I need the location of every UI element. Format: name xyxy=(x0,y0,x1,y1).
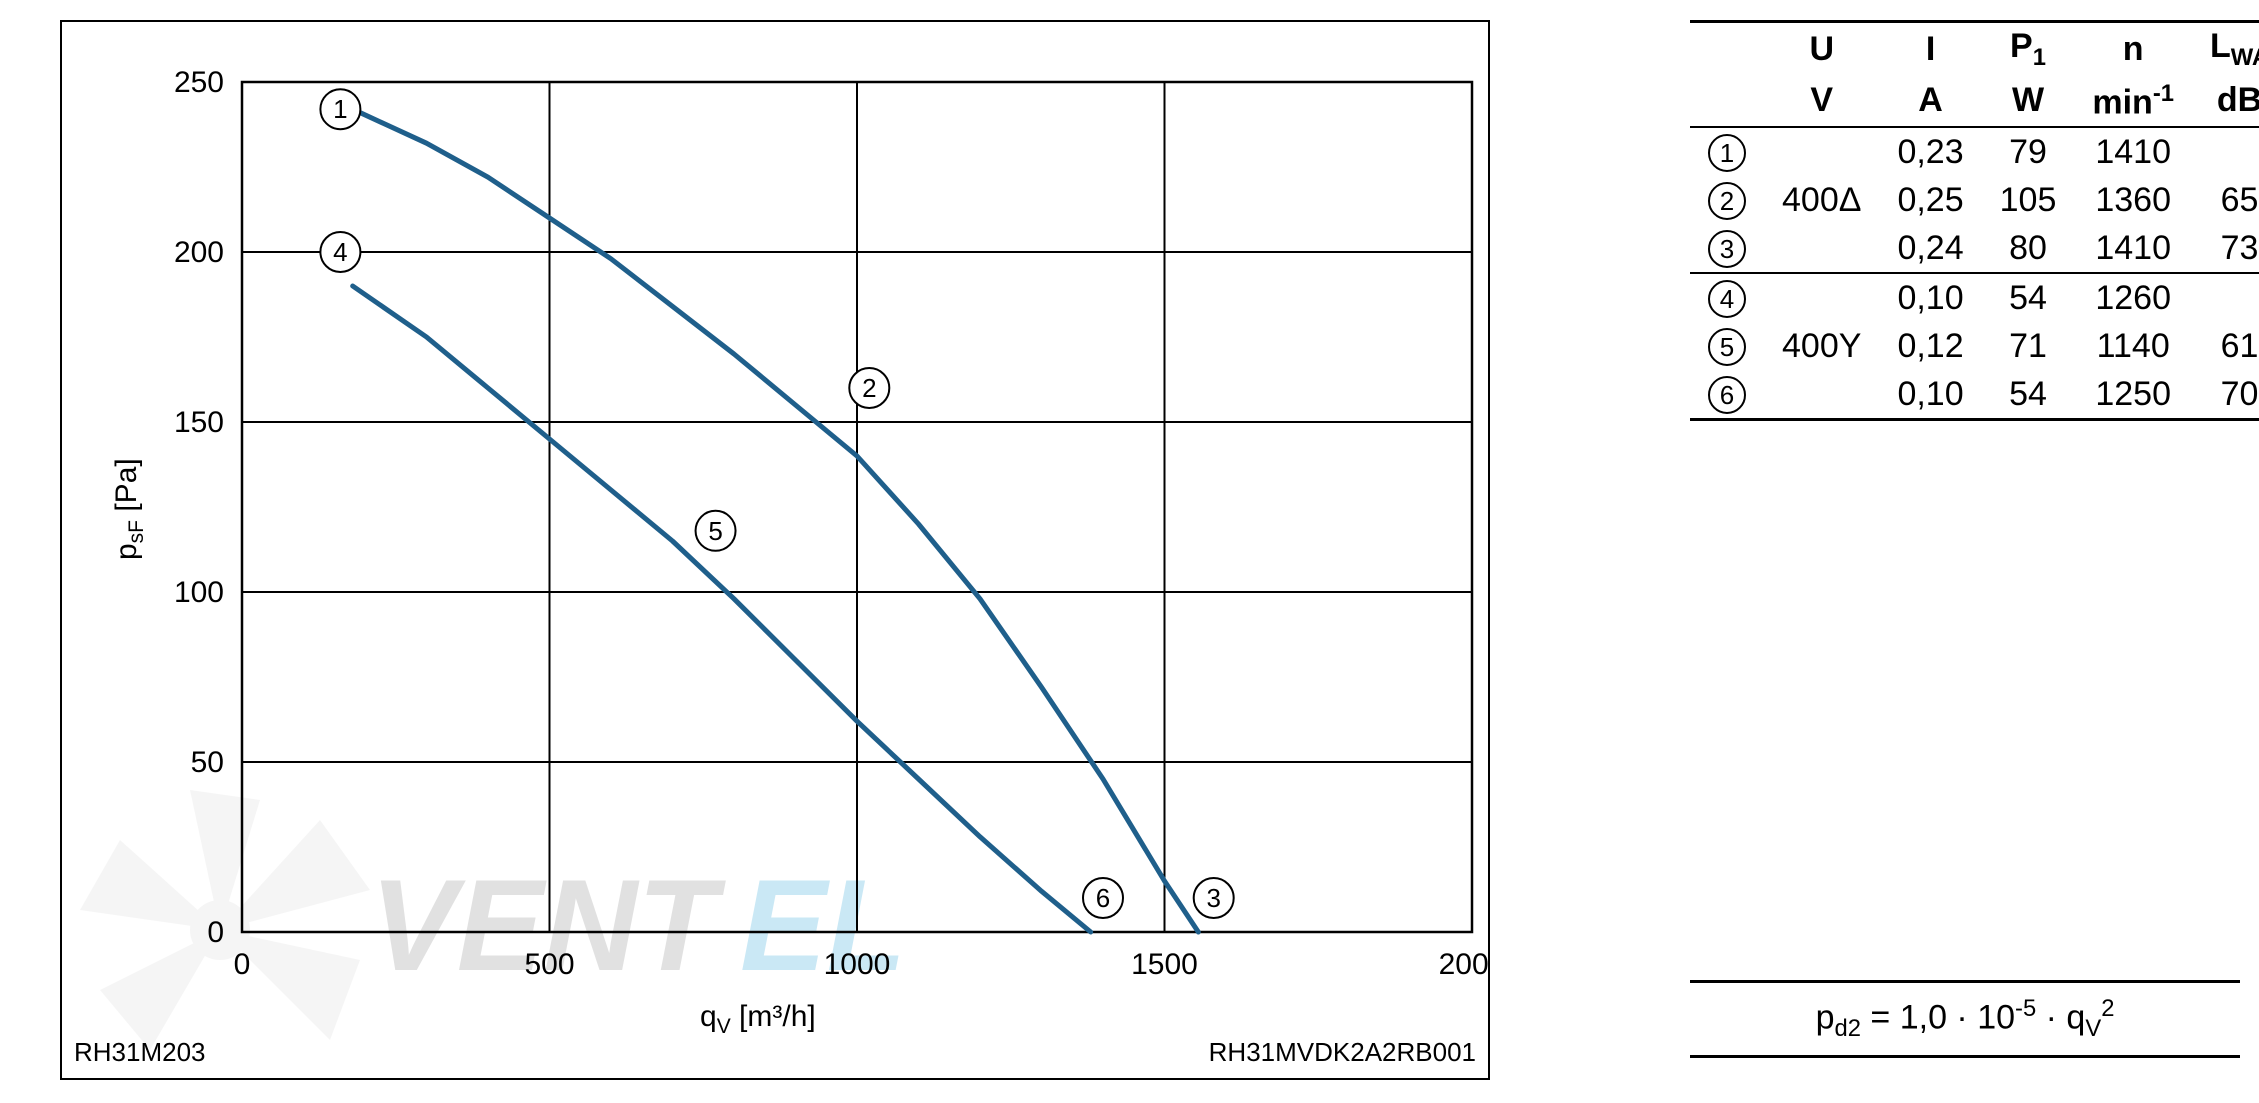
table-row: 5 400Y0,1271114061 xyxy=(1690,322,2259,370)
cell-I: 0,25 xyxy=(1879,176,1981,224)
table-row: 2 400Δ0,25105136065 xyxy=(1690,176,2259,224)
cell-n: 1140 xyxy=(2074,322,2192,370)
x-axis-label: qV [m³/h] xyxy=(700,1000,816,1039)
data-table: U I P1 n LWA V A W min-1 dB 10,237914102… xyxy=(1690,20,2259,421)
svg-text:500: 500 xyxy=(524,948,574,981)
cell-n: 1360 xyxy=(2074,176,2192,224)
svg-text:6: 6 xyxy=(1096,883,1110,913)
cell-LWA: 65 xyxy=(2192,176,2259,224)
table-row: 1 0,23791410 xyxy=(1690,127,2259,176)
formula-box: pd2 = 1,0 · 10-5 · qV2 xyxy=(1690,980,2240,1058)
svg-text:100: 100 xyxy=(174,576,224,609)
cell-I: 0,24 xyxy=(1879,224,1981,273)
svg-text:1: 1 xyxy=(333,94,347,124)
svg-text:250: 250 xyxy=(174,66,224,99)
chart-svg: 0 500 1000 1500 2000 0 50 100 150 200 250 1 2 3 4 5 6 xyxy=(62,22,1488,1078)
formula-sub1: d2 xyxy=(1834,1015,1860,1042)
svg-text:1000: 1000 xyxy=(824,948,891,981)
svg-text:2000: 2000 xyxy=(1439,948,1488,981)
formula-mid: · q xyxy=(2036,998,2085,1036)
cell-voltage xyxy=(1764,224,1879,273)
formula-eq: = 1,0 · 10 xyxy=(1861,998,2015,1036)
svg-text:150: 150 xyxy=(174,406,224,439)
th-V: V xyxy=(1764,76,1879,127)
cell-voltage: 400Y xyxy=(1764,322,1879,370)
cell-LWA xyxy=(2192,127,2259,176)
cell-I: 0,10 xyxy=(1879,370,1981,420)
svg-text:2: 2 xyxy=(862,373,876,403)
cell-LWA: 73 xyxy=(2192,224,2259,273)
cell-P1: 71 xyxy=(1982,322,2075,370)
cell-voltage xyxy=(1764,370,1879,420)
cell-LWA xyxy=(2192,273,2259,322)
table-row: 6 0,1054125070 xyxy=(1690,370,2259,420)
chart-code-left: RH31M203 xyxy=(74,1037,206,1068)
th-W: W xyxy=(1982,76,2075,127)
chart-frame: 0 500 1000 1500 2000 0 50 100 150 200 250 1 2 3 4 5 6 RH… xyxy=(60,20,1490,1080)
cell-voltage xyxy=(1764,273,1879,322)
table-row: 3 0,2480141073 xyxy=(1690,224,2259,273)
cell-LWA: 70 xyxy=(2192,370,2259,420)
svg-text:0: 0 xyxy=(207,916,224,949)
th-dB: dB xyxy=(2192,76,2259,127)
svg-text:1500: 1500 xyxy=(1131,948,1198,981)
cell-voltage xyxy=(1764,127,1879,176)
cell-I: 0,10 xyxy=(1879,273,1981,322)
cell-voltage: 400Δ xyxy=(1764,176,1879,224)
cell-n: 1410 xyxy=(2074,224,2192,273)
cell-n: 1250 xyxy=(2074,370,2192,420)
table-header-row-1: U I P1 n LWA xyxy=(1690,22,2259,76)
svg-text:200: 200 xyxy=(174,236,224,269)
cell-P1: 54 xyxy=(1982,273,2075,322)
cell-I: 0,12 xyxy=(1879,322,1981,370)
cell-n: 1260 xyxy=(2074,273,2192,322)
row-marker: 2 xyxy=(1708,182,1746,220)
th-A: A xyxy=(1879,76,1981,127)
cell-P1: 105 xyxy=(1982,176,2075,224)
formula-p: p xyxy=(1816,998,1835,1036)
row-marker: 4 xyxy=(1708,280,1746,318)
chart-code-right: RH31MVDK2A2RB001 xyxy=(1209,1037,1476,1068)
svg-text:50: 50 xyxy=(191,746,224,779)
formula-sub2: V xyxy=(2085,1015,2101,1042)
svg-text:4: 4 xyxy=(333,237,347,267)
svg-text:5: 5 xyxy=(708,516,722,546)
formula-sup2: 2 xyxy=(2101,995,2114,1022)
row-marker: 5 xyxy=(1708,328,1746,366)
row-marker: 3 xyxy=(1708,230,1746,268)
cell-LWA: 61 xyxy=(2192,322,2259,370)
cell-I: 0,23 xyxy=(1879,127,1981,176)
svg-text:0: 0 xyxy=(234,948,251,981)
y-axis-label: psF [Pa] xyxy=(110,458,149,560)
row-marker: 6 xyxy=(1708,376,1746,414)
th-U: U xyxy=(1809,30,1834,68)
svg-text:3: 3 xyxy=(1206,883,1220,913)
cell-P1: 54 xyxy=(1982,370,2075,420)
cell-P1: 80 xyxy=(1982,224,2075,273)
th-I: I xyxy=(1926,30,1935,68)
page-root: VENT EL 05001000150020000501001502002501… xyxy=(0,0,2259,1103)
table-header-row-2: V A W min-1 dB xyxy=(1690,76,2259,127)
cell-P1: 79 xyxy=(1982,127,2075,176)
formula-sup1: -5 xyxy=(2015,995,2036,1022)
row-marker: 1 xyxy=(1708,134,1746,172)
cell-n: 1410 xyxy=(2074,127,2192,176)
th-n: n xyxy=(2123,30,2144,68)
table-row: 4 0,10541260 xyxy=(1690,273,2259,322)
